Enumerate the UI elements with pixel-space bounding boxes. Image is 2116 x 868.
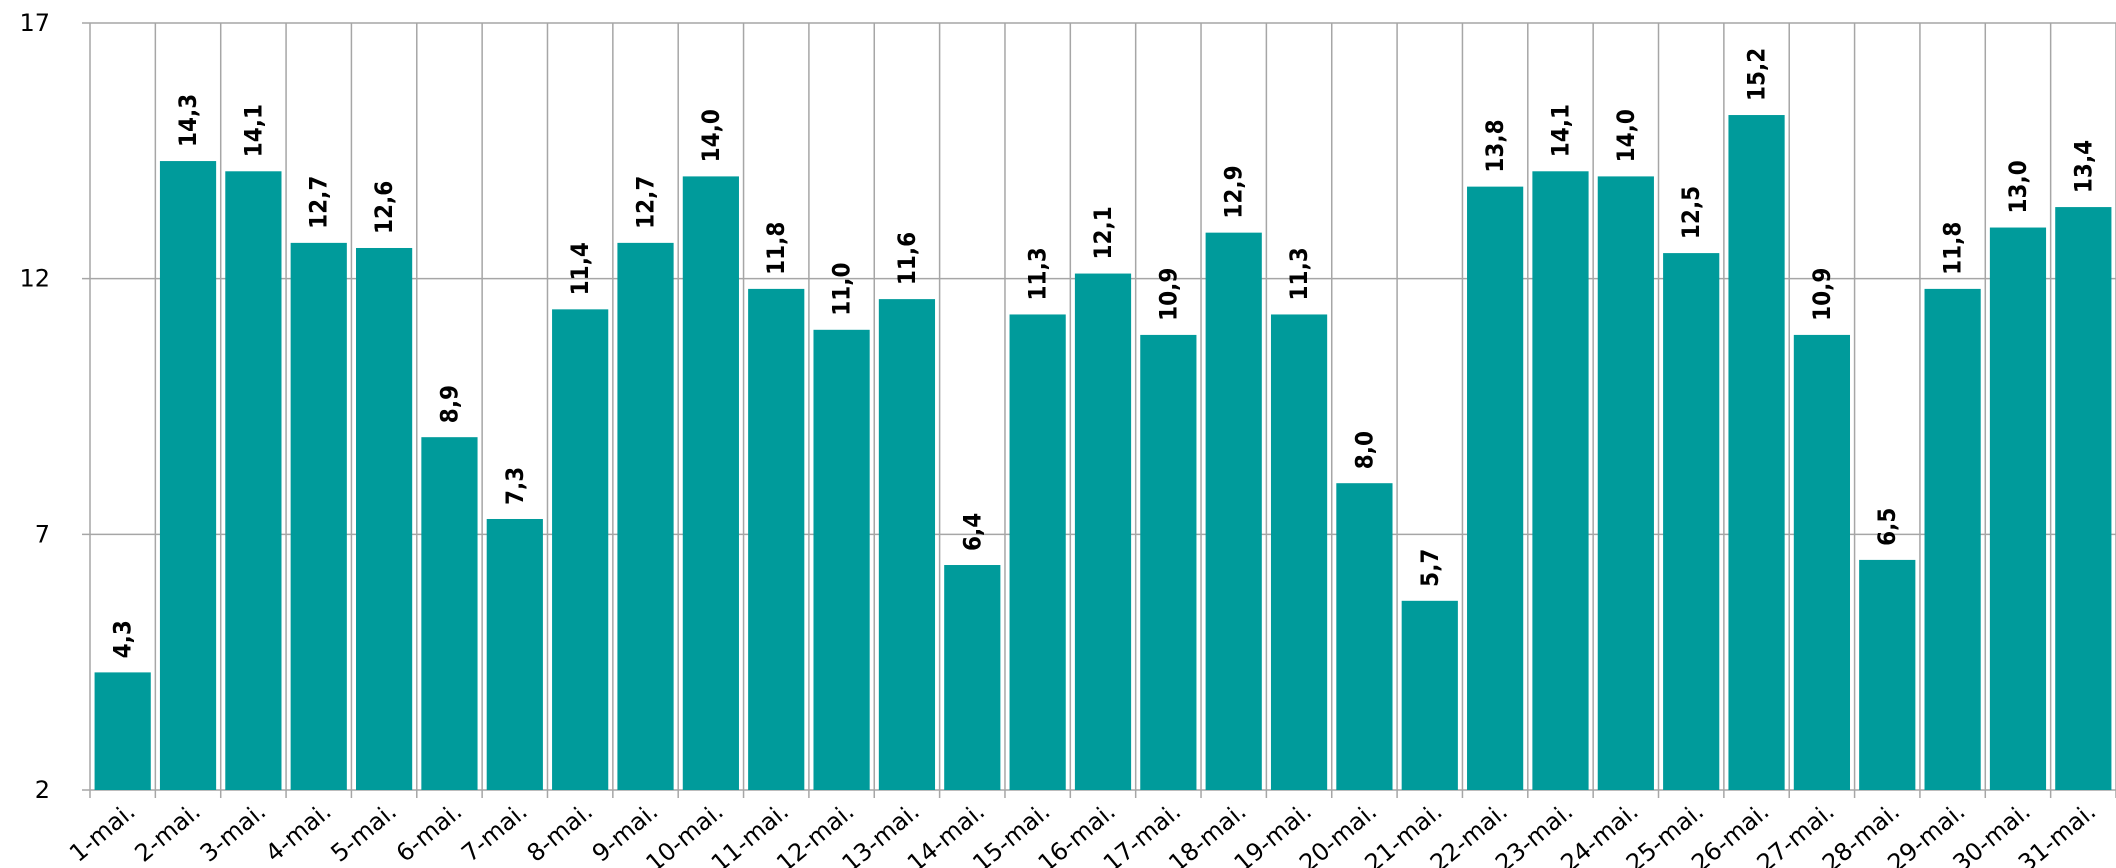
bar (1924, 288, 1981, 790)
bar (2055, 207, 2112, 790)
value-label: 12,7 (305, 176, 333, 229)
bar (1401, 600, 1458, 790)
bar (225, 171, 282, 790)
value-label: 6,5 (1873, 508, 1901, 546)
y-tick-label: 17 (19, 9, 50, 37)
value-label: 10,9 (1154, 268, 1182, 321)
bar (1532, 171, 1589, 790)
bar (813, 329, 870, 790)
value-label: 11,8 (1939, 222, 1967, 275)
bar (878, 299, 936, 790)
bar (1793, 334, 1851, 790)
x-tick-label: 3-mai. (195, 797, 271, 868)
bar (617, 242, 674, 790)
bar (159, 161, 217, 790)
bar (290, 242, 347, 790)
bar (1270, 314, 1328, 790)
bar (1859, 559, 1916, 790)
bar (355, 247, 413, 790)
bar (1009, 314, 1066, 790)
value-label: 14,0 (1612, 109, 1640, 162)
y-tick-label: 7 (35, 520, 50, 548)
bar (1597, 176, 1654, 790)
value-label: 14,1 (239, 104, 267, 157)
value-label: 12,5 (1677, 186, 1705, 239)
value-label: 14,0 (697, 109, 725, 162)
bar (421, 437, 478, 790)
value-label: 8,0 (1350, 431, 1378, 469)
y-tick-label: 2 (35, 776, 50, 804)
value-label: 11,6 (893, 232, 921, 285)
bar (1467, 186, 1524, 791)
value-label: 13,0 (2004, 160, 2032, 213)
bar (944, 565, 1001, 790)
value-label: 7,3 (501, 467, 529, 505)
value-label: 8,9 (435, 385, 463, 423)
value-label: 14,1 (1546, 104, 1574, 157)
value-label: 12,6 (370, 181, 398, 234)
bar (682, 176, 739, 790)
value-label: 11,0 (828, 263, 856, 316)
value-label: 13,4 (2069, 140, 2097, 193)
value-label: 11,3 (1285, 247, 1313, 300)
x-tick-label: 7-mai. (456, 797, 532, 868)
value-label: 6,4 (958, 513, 986, 551)
x-tick-label: 5-mai. (325, 797, 401, 868)
value-label: 11,8 (762, 222, 790, 275)
value-label: 12,7 (632, 176, 660, 229)
value-label: 12,1 (1089, 206, 1117, 259)
x-tick-label: 4-mai. (260, 797, 336, 868)
x-tick-label: 1-mai. (64, 797, 140, 868)
value-label: 13,8 (1481, 119, 1509, 172)
bar (1140, 334, 1197, 790)
bar (1336, 483, 1393, 790)
value-label: 11,4 (566, 242, 594, 295)
x-tick-label: 6-mai. (391, 797, 467, 868)
value-label: 15,2 (1743, 48, 1771, 101)
value-label: 4,3 (109, 620, 137, 658)
value-label: 5,7 (1416, 549, 1444, 587)
bar (1663, 253, 1720, 791)
bar (1989, 227, 2047, 791)
value-label: 10,9 (1808, 268, 1836, 321)
bar (486, 518, 543, 790)
value-label: 11,3 (1024, 247, 1052, 300)
y-tick-label: 12 (19, 265, 50, 293)
value-label: 14,3 (174, 94, 202, 147)
bar (1074, 273, 1132, 790)
x-tick-label: 2-mai. (129, 797, 205, 868)
x-tick-label: 8-mai. (522, 797, 598, 868)
bar (1205, 232, 1262, 790)
bar (552, 309, 609, 790)
value-label: 12,9 (1220, 165, 1248, 218)
bar (94, 672, 151, 790)
bar (1728, 115, 1785, 791)
bar (748, 288, 805, 790)
